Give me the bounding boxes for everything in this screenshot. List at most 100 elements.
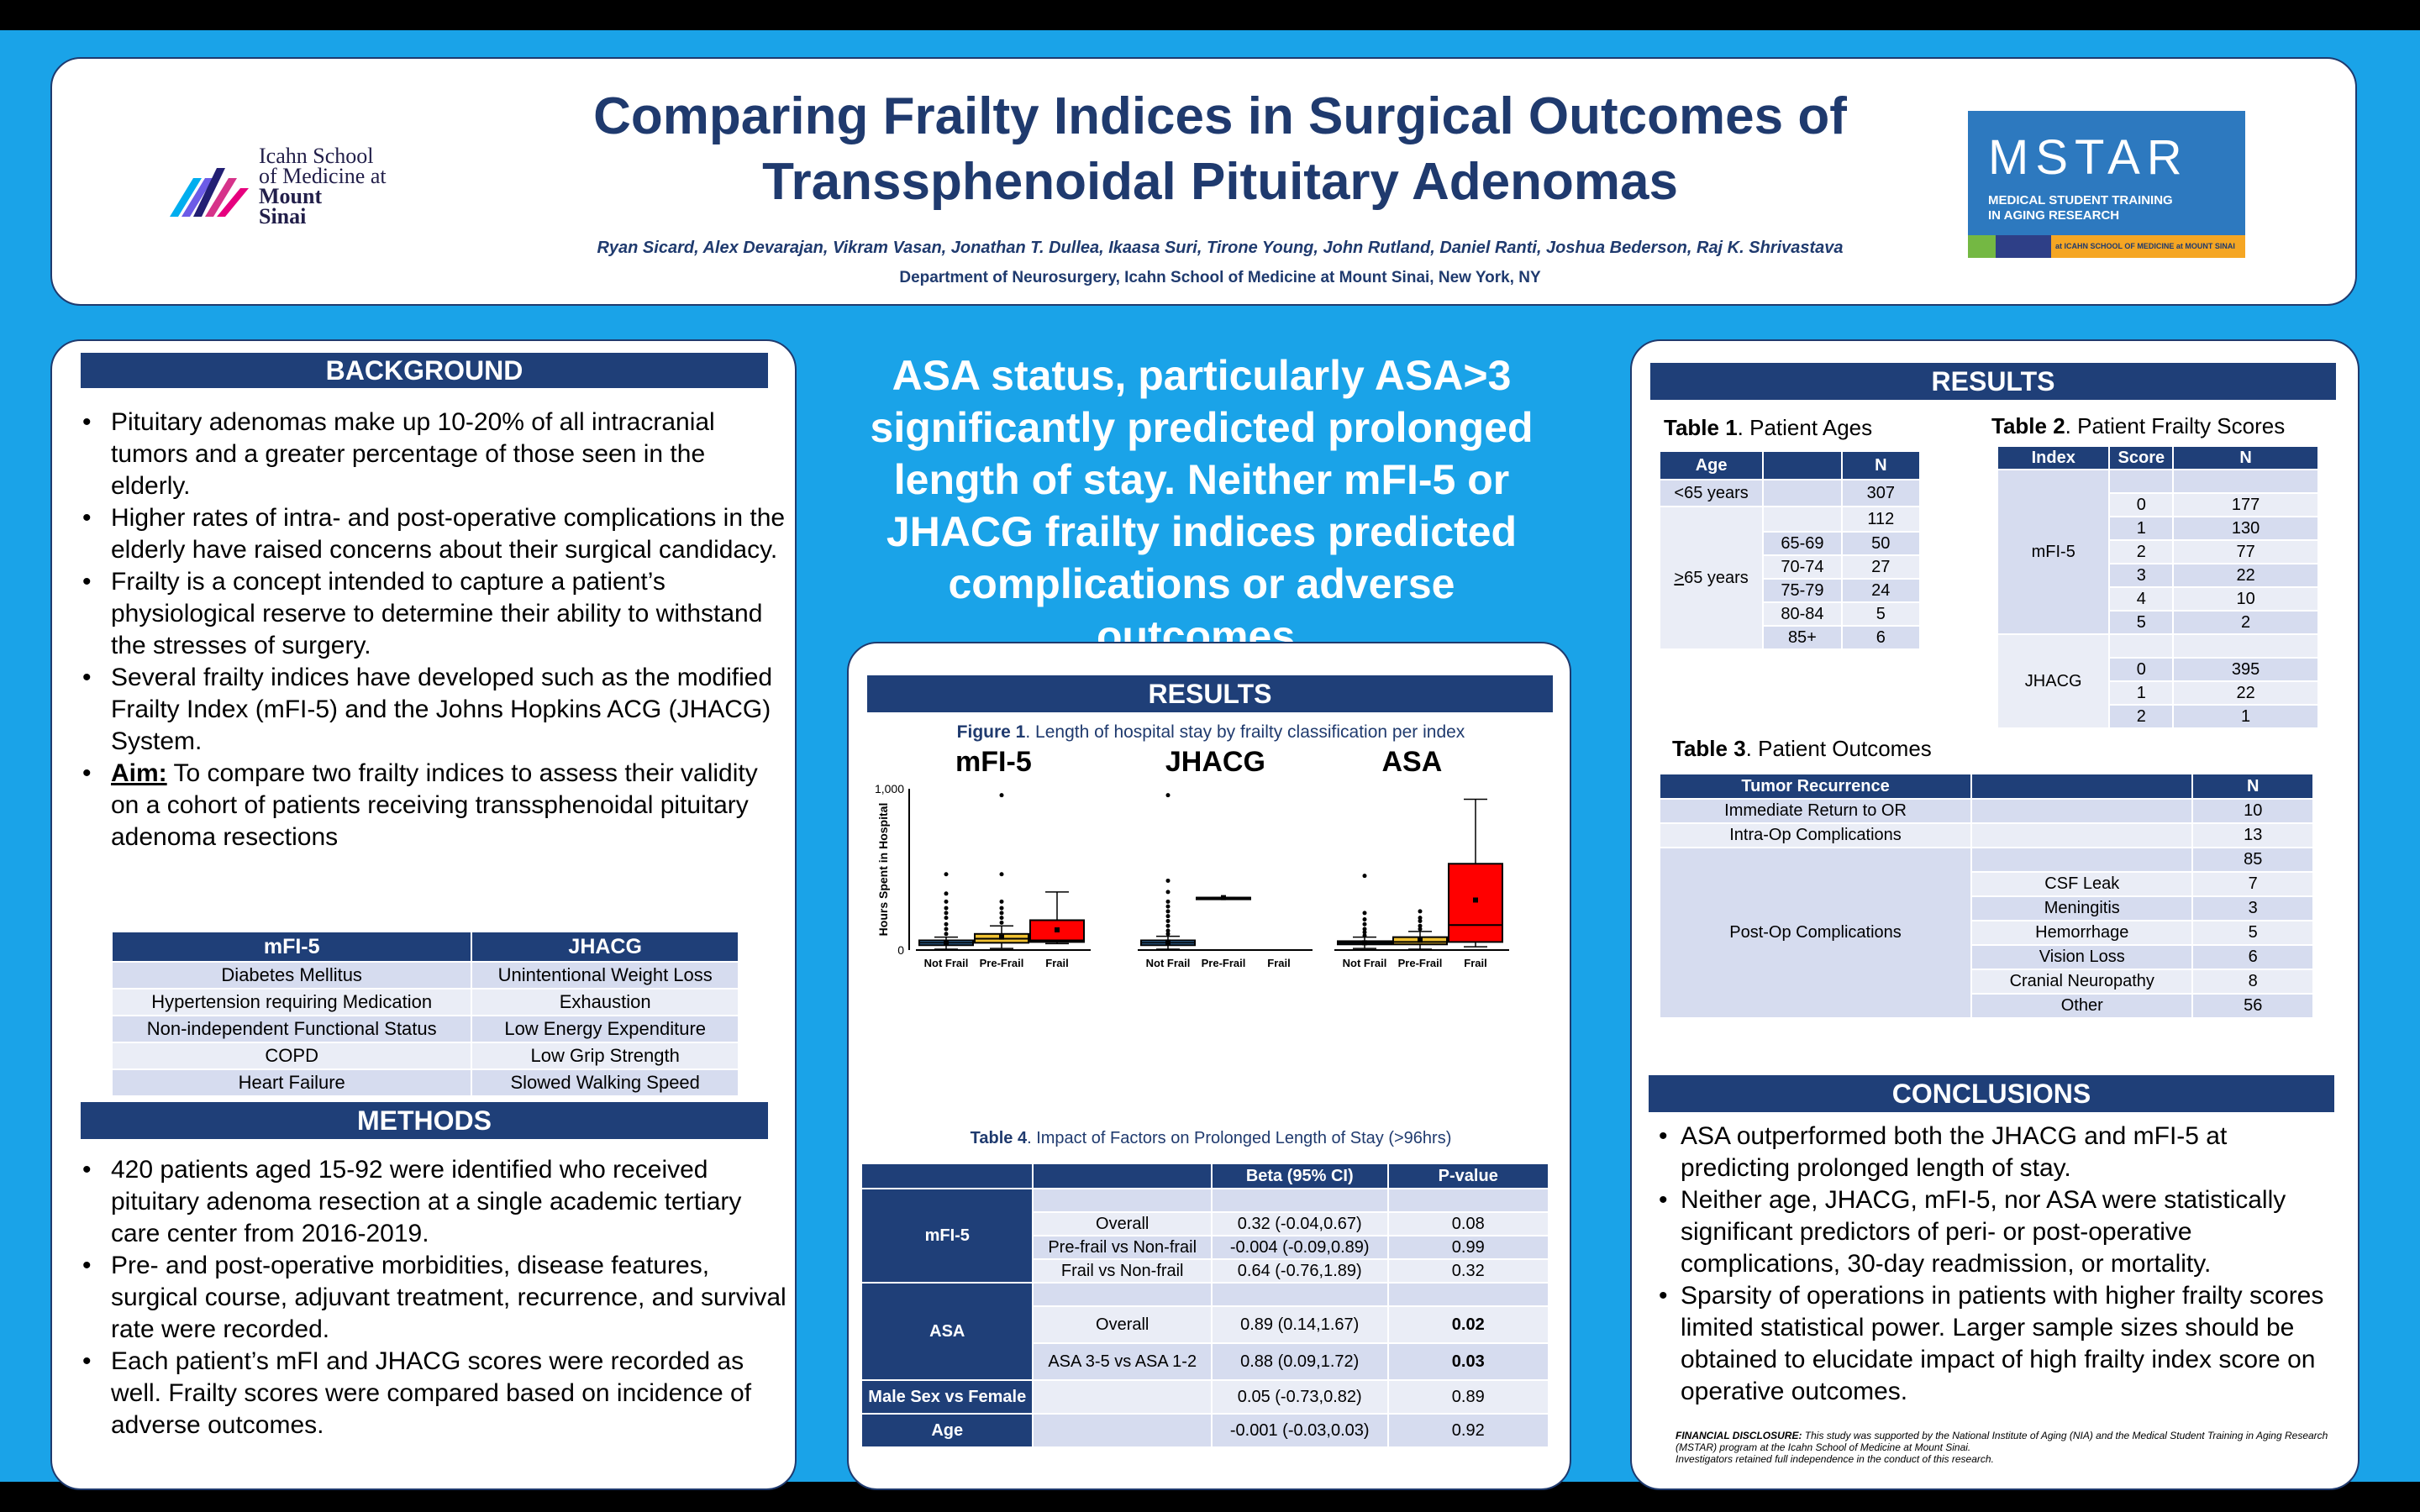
financial-disclosure: FINANCIAL DISCLOSURE: This study was sup… (1676, 1430, 2339, 1465)
table-cell: Overall (1032, 1305, 1213, 1344)
table-header: Index (1996, 445, 2111, 470)
table-cell: 0.32 (1386, 1258, 1550, 1284)
outlier-point (1418, 916, 1423, 921)
table2: Index Score N mFI-5 0 177 1 130 2 77 3 22 4 10 … (1996, 445, 2319, 729)
x-tick-label: Not Frail (1146, 957, 1191, 969)
table4-factor: Age (860, 1413, 1034, 1448)
y-tick-label: 1,000 (875, 782, 904, 795)
table4-factor: Male Sex vs Female (860, 1379, 1034, 1415)
methods-bullet: Each patient’s mFI and JHACG scores were… (82, 1346, 788, 1441)
background-bullet: Several frailty indices have developed s… (82, 662, 788, 758)
table-cell: 6 (1840, 625, 1922, 650)
table-cell: 3 (2191, 895, 2314, 921)
table-cell: >65 years (1658, 506, 1765, 650)
table-cell: 0.05 (-0.73,0.82) (1210, 1379, 1389, 1415)
table-cell: 24 (1840, 578, 1922, 603)
frailty-components-table: mFI-5 JHACG Diabetes Mellitus Unintention… (110, 931, 739, 1097)
table-cell: 70-74 (1762, 554, 1843, 580)
outlier-point (1165, 932, 1171, 937)
table-cell: 10 (2172, 586, 2319, 612)
panel-title: mFI-5 (955, 746, 1032, 778)
outlier-point (1165, 793, 1171, 798)
affiliation: Department of Neurosurgery, Icahn School… (899, 269, 1541, 286)
x-tick-label: Pre-Frail (980, 957, 1024, 969)
outlier-point (944, 921, 949, 927)
table-cell: 50 (1840, 531, 1922, 556)
table-cell (1032, 1413, 1213, 1448)
table-cell: 0.99 (1386, 1235, 1550, 1260)
table-cell: 3 (2108, 563, 2175, 588)
mstar-logo-sub1: MEDICAL STUDENT TRAINING (1988, 193, 2173, 207)
methods-heading: METHODS (81, 1102, 768, 1139)
outlier-point (1418, 927, 1423, 932)
outlier-point (1362, 930, 1367, 935)
results-center-heading: RESULTS (867, 675, 1553, 712)
table-cell: Meningitis (1970, 895, 2194, 921)
table-cell: 0 (2108, 657, 2175, 682)
x-tick-label: Not Frail (924, 957, 969, 969)
table-header: Age (1658, 450, 1765, 480)
table-cell: 85+ (1762, 625, 1843, 650)
table-header: P-value (1386, 1163, 1550, 1189)
table-cell: Frail vs Non-frail (1032, 1258, 1213, 1284)
table-cell: Overall (1032, 1211, 1213, 1236)
table-cell: 85 (2191, 847, 2314, 873)
x-tick-label: Frail (1464, 957, 1486, 969)
panel-title: ASA (1382, 746, 1443, 778)
aim-text: To compare two frailty indices to assess… (111, 759, 758, 851)
outlier-point (944, 916, 949, 921)
outlier-point (999, 920, 1004, 925)
table-cell: 0.08 (1386, 1211, 1550, 1236)
poster-title-line2: Transsphenoidal Pituitary Adenomas (762, 153, 1678, 211)
right-panel: RESULTS Table 1. Patient Ages Age N <65 y… (1630, 339, 2360, 1490)
outlier-point (944, 911, 949, 916)
table-cell: 75-79 (1762, 578, 1843, 603)
outlier-point (1165, 928, 1171, 933)
mount-sinai-logo-icon (170, 168, 249, 217)
table-cell: Hemorrhage (1970, 920, 2194, 946)
outlier-point (1165, 899, 1171, 904)
mean-marker (1418, 937, 1423, 943)
outlier-point (999, 793, 1004, 798)
x-tick-label: Pre-Frail (1202, 957, 1246, 969)
box (1029, 919, 1085, 943)
table-cell (1032, 1379, 1213, 1415)
table-cell: 27 (1840, 554, 1922, 580)
outlier-point (944, 932, 949, 937)
outlier-point (1418, 923, 1423, 928)
logo-text-line3: Mount (259, 184, 323, 208)
outlier-point (1362, 911, 1367, 916)
mean-marker (1221, 895, 1226, 900)
table-cell: Low Energy Expenditure (471, 1015, 739, 1043)
outlier-point (1362, 921, 1367, 927)
x-tick-label: Frail (1045, 957, 1068, 969)
table-cell: Post-Op Complications (1658, 847, 1973, 1019)
table-cell: Exhaustion (471, 988, 739, 1016)
table-cell: Vision Loss (1970, 944, 2194, 970)
table1-caption-text: . Patient Ages (1737, 415, 1873, 440)
table-cell: <65 years (1658, 479, 1765, 507)
y-axis-label: Hours Spent in Hospital (876, 803, 890, 937)
table-cell: Unintentional Weight Loss (471, 961, 739, 990)
table-cell: 0.89 (1386, 1379, 1550, 1415)
table-cell: 0.02 (1386, 1305, 1550, 1344)
table4-caption: Table 4. Impact of Factors on Prolonged … (849, 1129, 1570, 1148)
table-header: N (1840, 450, 1922, 480)
table1-caption: Table 1. Patient Ages (1664, 415, 1872, 441)
table-cell: Other (1970, 993, 2194, 1019)
table-cell: 65-69 (1762, 531, 1843, 556)
mean-marker (1473, 897, 1478, 903)
results-right-heading: RESULTS (1650, 363, 2336, 400)
poster-title-line1: Comparing Frailty Indices in Surgical Ou… (593, 87, 1847, 145)
background-bullet: Frailty is a concept intended to capture… (82, 566, 788, 662)
header-panel: Icahn School of Medicine at Mount Sinai … (50, 57, 2357, 306)
over65-label: 65 years (1684, 568, 1749, 587)
table-cell: 5 (2191, 920, 2314, 946)
table-header (860, 1163, 1034, 1189)
background-heading: BACKGROUND (81, 353, 768, 388)
outlier-point (1362, 933, 1367, 938)
left-panel: BACKGROUND Pituitary adenomas make up 10… (50, 339, 797, 1490)
table-cell: 395 (2172, 657, 2319, 682)
table4-factor: mFI-5 (860, 1188, 1034, 1284)
outlier-point (999, 906, 1004, 911)
